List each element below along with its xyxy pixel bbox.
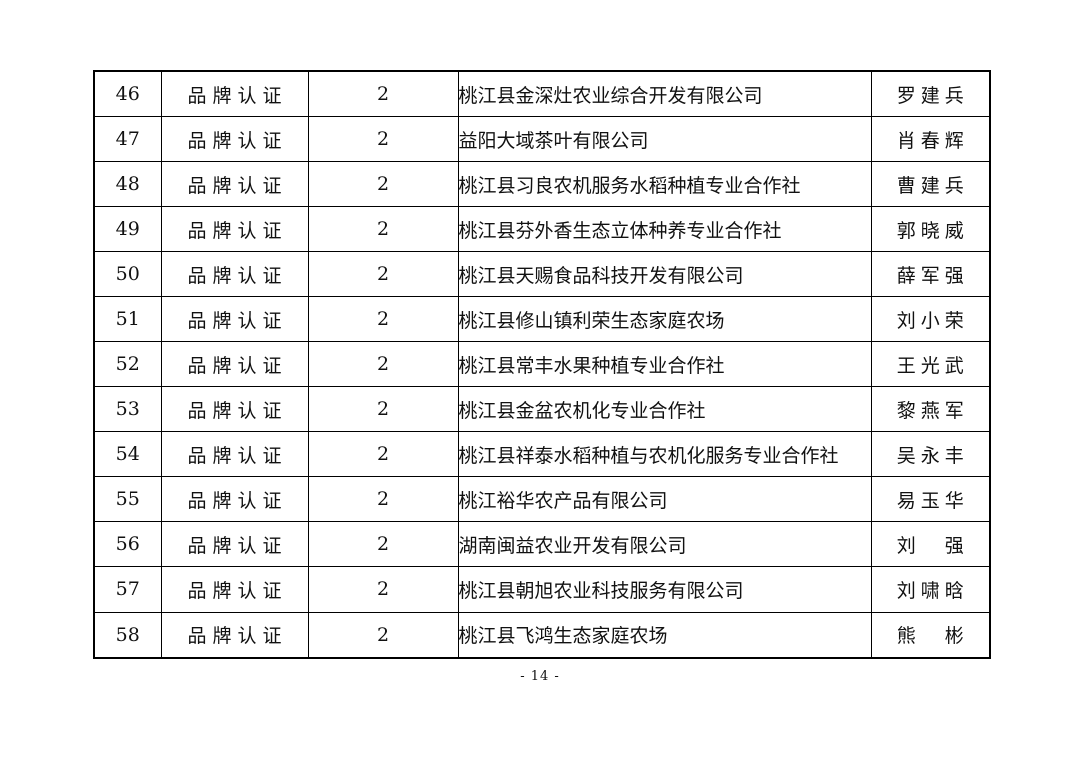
cell-person-name: 王光武 bbox=[870, 341, 991, 388]
cell-count: 2 bbox=[307, 296, 459, 343]
cell-count: 2 bbox=[307, 431, 459, 478]
cell-person-name: 曹建兵 bbox=[870, 161, 991, 208]
cell-certification-type: 品牌认证 bbox=[160, 521, 309, 568]
cell-organization-name: 桃江县天赐食品科技开发有限公司 bbox=[457, 251, 872, 298]
cell-certification-type: 品牌认证 bbox=[160, 296, 309, 343]
table-row: 52 品牌认证 2 桃江县常丰水果种植专业合作社 王光武 bbox=[93, 341, 991, 388]
cell-person-name: 黎燕军 bbox=[870, 386, 991, 433]
cell-certification-type: 品牌认证 bbox=[160, 611, 309, 659]
cell-row-number: 46 bbox=[93, 70, 162, 118]
cell-count: 2 bbox=[307, 386, 459, 433]
cell-row-number: 58 bbox=[93, 611, 162, 659]
cell-organization-name: 桃江县习良农机服务水稻种植专业合作社 bbox=[457, 161, 872, 208]
table-row: 54 品牌认证 2 桃江县祥泰水稻种植与农机化服务专业合作社 吴永丰 bbox=[93, 431, 991, 478]
cell-row-number: 48 bbox=[93, 161, 162, 208]
cell-organization-name: 益阳大域茶叶有限公司 bbox=[457, 116, 872, 163]
cell-count: 2 bbox=[307, 70, 459, 118]
cell-count: 2 bbox=[307, 251, 459, 298]
cell-person-name: 易玉华 bbox=[870, 476, 991, 523]
cell-person-name: 刘啸晗 bbox=[870, 566, 991, 613]
cell-count: 2 bbox=[307, 161, 459, 208]
cell-certification-type: 品牌认证 bbox=[160, 341, 309, 388]
cell-certification-type: 品牌认证 bbox=[160, 476, 309, 523]
cell-organization-name: 桃江县金盆农机化专业合作社 bbox=[457, 386, 872, 433]
table-body: 46 品牌认证 2 桃江县金深灶农业综合开发有限公司 罗建兵 47 品牌认证 2… bbox=[93, 70, 991, 659]
cell-certification-type: 品牌认证 bbox=[160, 431, 309, 478]
page-number: - 14 - bbox=[520, 669, 560, 684]
cell-person-name: 刘小荣 bbox=[870, 296, 991, 343]
table-row: 53 品牌认证 2 桃江县金盆农机化专业合作社 黎燕军 bbox=[93, 386, 991, 433]
cell-row-number: 47 bbox=[93, 116, 162, 163]
cell-count: 2 bbox=[307, 341, 459, 388]
table-row: 56 品牌认证 2 湖南闽益农业开发有限公司 刘 强 bbox=[93, 521, 991, 568]
cell-certification-type: 品牌认证 bbox=[160, 251, 309, 298]
cell-certification-type: 品牌认证 bbox=[160, 161, 309, 208]
cell-certification-type: 品牌认证 bbox=[160, 206, 309, 253]
cell-organization-name: 湖南闽益农业开发有限公司 bbox=[457, 521, 872, 568]
cell-count: 2 bbox=[307, 611, 459, 659]
cell-count: 2 bbox=[307, 566, 459, 613]
cell-row-number: 53 bbox=[93, 386, 162, 433]
cell-person-name: 薛军强 bbox=[870, 251, 991, 298]
cell-certification-type: 品牌认证 bbox=[160, 70, 309, 118]
table-row: 49 品牌认证 2 桃江县芬外香生态立体种养专业合作社 郭晓威 bbox=[93, 206, 991, 253]
cell-organization-name: 桃江县祥泰水稻种植与农机化服务专业合作社 bbox=[457, 431, 872, 478]
cell-row-number: 57 bbox=[93, 566, 162, 613]
table-row: 46 品牌认证 2 桃江县金深灶农业综合开发有限公司 罗建兵 bbox=[93, 70, 991, 118]
cell-person-name: 郭晓威 bbox=[870, 206, 991, 253]
cell-count: 2 bbox=[307, 206, 459, 253]
cell-row-number: 50 bbox=[93, 251, 162, 298]
cell-row-number: 51 bbox=[93, 296, 162, 343]
cell-certification-type: 品牌认证 bbox=[160, 386, 309, 433]
cell-person-name: 刘 强 bbox=[870, 521, 991, 568]
cell-row-number: 56 bbox=[93, 521, 162, 568]
cell-row-number: 52 bbox=[93, 341, 162, 388]
cell-row-number: 55 bbox=[93, 476, 162, 523]
cell-organization-name: 桃江县常丰水果种植专业合作社 bbox=[457, 341, 872, 388]
table-row: 48 品牌认证 2 桃江县习良农机服务水稻种植专业合作社 曹建兵 bbox=[93, 161, 991, 208]
table-row: 57 品牌认证 2 桃江县朝旭农业科技服务有限公司 刘啸晗 bbox=[93, 566, 991, 613]
cell-person-name: 肖春辉 bbox=[870, 116, 991, 163]
cell-count: 2 bbox=[307, 521, 459, 568]
cell-person-name: 熊 彬 bbox=[870, 611, 991, 659]
cell-organization-name: 桃江县飞鸿生态家庭农场 bbox=[457, 611, 872, 659]
cell-count: 2 bbox=[307, 116, 459, 163]
table-row: 55 品牌认证 2 桃江裕华农产品有限公司 易玉华 bbox=[93, 476, 991, 523]
table-row: 51 品牌认证 2 桃江县修山镇利荣生态家庭农场 刘小荣 bbox=[93, 296, 991, 343]
cell-organization-name: 桃江县芬外香生态立体种养专业合作社 bbox=[457, 206, 872, 253]
cell-row-number: 54 bbox=[93, 431, 162, 478]
cell-count: 2 bbox=[307, 476, 459, 523]
certification-table: 46 品牌认证 2 桃江县金深灶农业综合开发有限公司 罗建兵 47 品牌认证 2… bbox=[93, 70, 991, 659]
cell-person-name: 罗建兵 bbox=[870, 70, 991, 118]
cell-person-name: 吴永丰 bbox=[870, 431, 991, 478]
cell-organization-name: 桃江县朝旭农业科技服务有限公司 bbox=[457, 566, 872, 613]
cell-certification-type: 品牌认证 bbox=[160, 116, 309, 163]
cell-certification-type: 品牌认证 bbox=[160, 566, 309, 613]
cell-row-number: 49 bbox=[93, 206, 162, 253]
cell-organization-name: 桃江裕华农产品有限公司 bbox=[457, 476, 872, 523]
cell-organization-name: 桃江县金深灶农业综合开发有限公司 bbox=[457, 70, 872, 118]
table-row: 47 品牌认证 2 益阳大域茶叶有限公司 肖春辉 bbox=[93, 116, 991, 163]
table-row: 50 品牌认证 2 桃江县天赐食品科技开发有限公司 薛军强 bbox=[93, 251, 991, 298]
table-row: 58 品牌认证 2 桃江县飞鸿生态家庭农场 熊 彬 bbox=[93, 611, 991, 659]
cell-organization-name: 桃江县修山镇利荣生态家庭农场 bbox=[457, 296, 872, 343]
